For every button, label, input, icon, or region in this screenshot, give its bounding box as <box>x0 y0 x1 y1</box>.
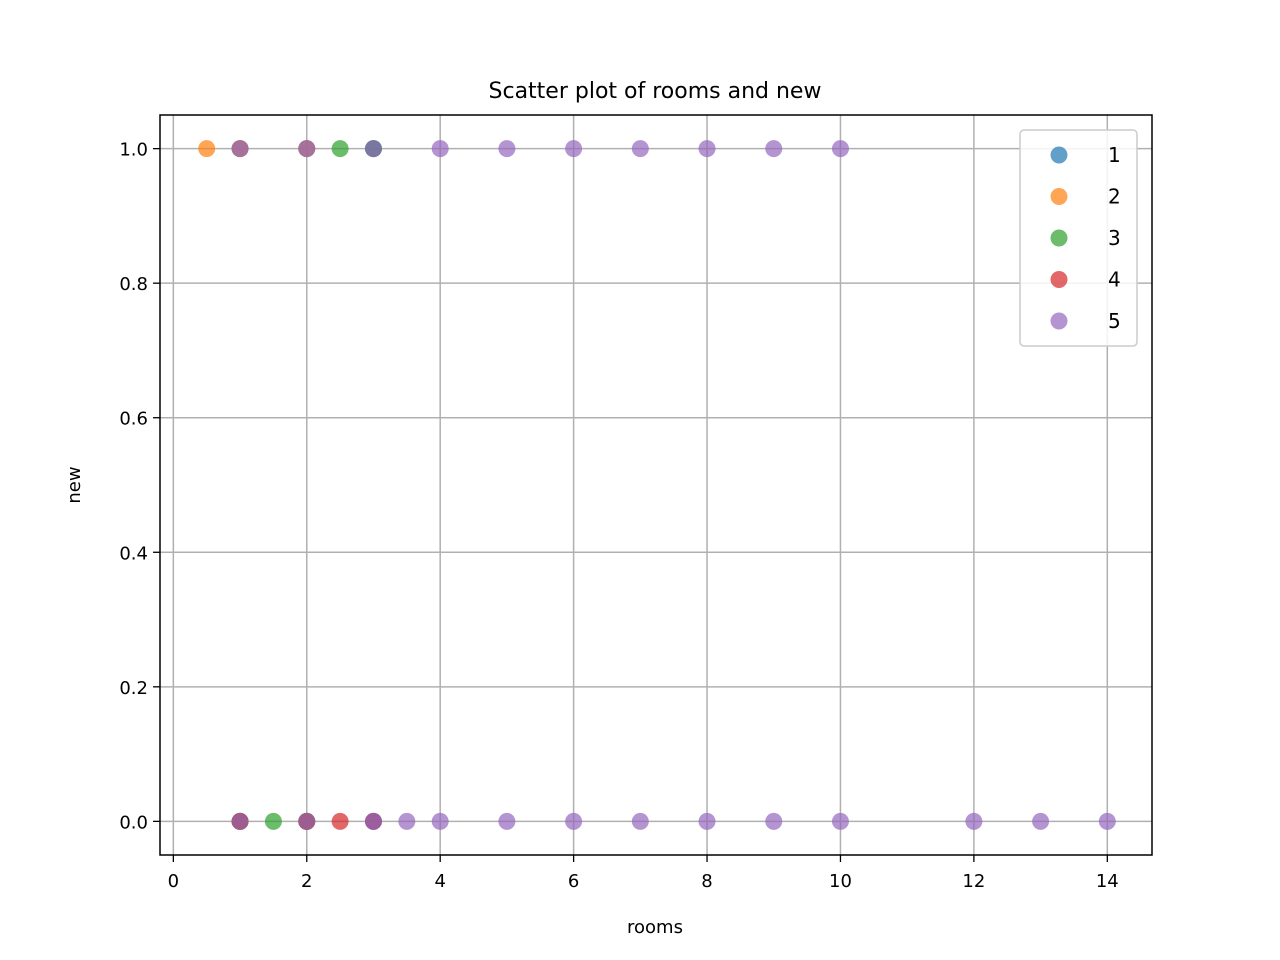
legend-marker <box>1050 188 1068 205</box>
chart-title: Scatter plot of rooms and new <box>489 79 822 104</box>
data-point <box>1098 812 1116 830</box>
data-point <box>498 812 516 830</box>
legend-marker <box>1050 271 1068 288</box>
x-tick-label: 4 <box>434 871 445 892</box>
x-tick-label: 12 <box>962 871 985 892</box>
data-point <box>431 812 449 830</box>
data-point <box>331 812 349 830</box>
data-point <box>264 812 282 830</box>
legend: 1 2 3 4 5 <box>1019 129 1138 347</box>
data-point <box>231 140 249 158</box>
data-point <box>765 140 783 158</box>
x-tick-label: 2 <box>301 871 312 892</box>
data-point <box>298 140 316 158</box>
data-points <box>198 140 1116 830</box>
y-tick-label: 0.6 <box>119 409 148 430</box>
legend-item-2: 2 <box>1050 185 1121 209</box>
legend-marker <box>1050 312 1068 330</box>
data-point <box>431 140 449 158</box>
legend-item-4: 4 <box>1050 268 1121 292</box>
data-point <box>298 812 316 830</box>
legend-label: 3 <box>1108 226 1121 250</box>
data-point <box>364 812 382 830</box>
legend-label: 4 <box>1108 268 1121 292</box>
data-point <box>831 140 849 158</box>
legend-label: 2 <box>1108 185 1121 209</box>
data-point <box>1032 812 1050 830</box>
data-point <box>965 812 983 830</box>
y-tick-label: 0.0 <box>119 812 148 833</box>
data-point <box>831 812 849 830</box>
series-5 <box>231 140 1116 830</box>
legend-marker <box>1050 146 1068 164</box>
series-2 <box>198 140 316 830</box>
data-point <box>398 812 416 830</box>
data-point <box>631 812 649 830</box>
plot-frame <box>159 114 1153 856</box>
legend-label: 5 <box>1108 309 1121 333</box>
legend-item-5: 5 <box>1050 309 1121 333</box>
data-point <box>565 812 583 830</box>
y-tick-label: 1.0 <box>119 140 148 161</box>
y-axis-label: new <box>64 466 85 503</box>
legend-label: 1 <box>1108 143 1121 167</box>
legend-box <box>1019 129 1138 347</box>
x-tick-label: 0 <box>168 871 179 892</box>
x-tick-label: 6 <box>568 871 579 892</box>
data-point <box>364 140 382 158</box>
data-point <box>331 140 349 158</box>
y-tick-label: 0.8 <box>119 274 148 295</box>
data-point <box>698 140 716 158</box>
grid <box>160 115 1152 855</box>
legend-marker <box>1050 229 1068 247</box>
data-point <box>631 140 649 158</box>
data-point <box>765 812 783 830</box>
legend-item-1: 1 <box>1050 143 1121 167</box>
data-point <box>198 140 216 158</box>
data-point <box>698 812 716 830</box>
data-point <box>565 140 583 158</box>
data-point <box>498 140 516 158</box>
x-tick-label: 8 <box>701 871 712 892</box>
axis-ticks: 0 2 4 6 8 10 12 140.00.20.40.60.81.0 <box>119 140 1118 892</box>
y-tick-label: 0.4 <box>119 543 148 564</box>
x-axis-label: rooms <box>627 917 683 938</box>
x-tick-label: 14 <box>1096 871 1119 892</box>
data-point <box>231 812 249 830</box>
legend-item-3: 3 <box>1050 226 1121 250</box>
y-tick-label: 0.2 <box>119 678 148 699</box>
x-tick-label: 10 <box>829 871 852 892</box>
